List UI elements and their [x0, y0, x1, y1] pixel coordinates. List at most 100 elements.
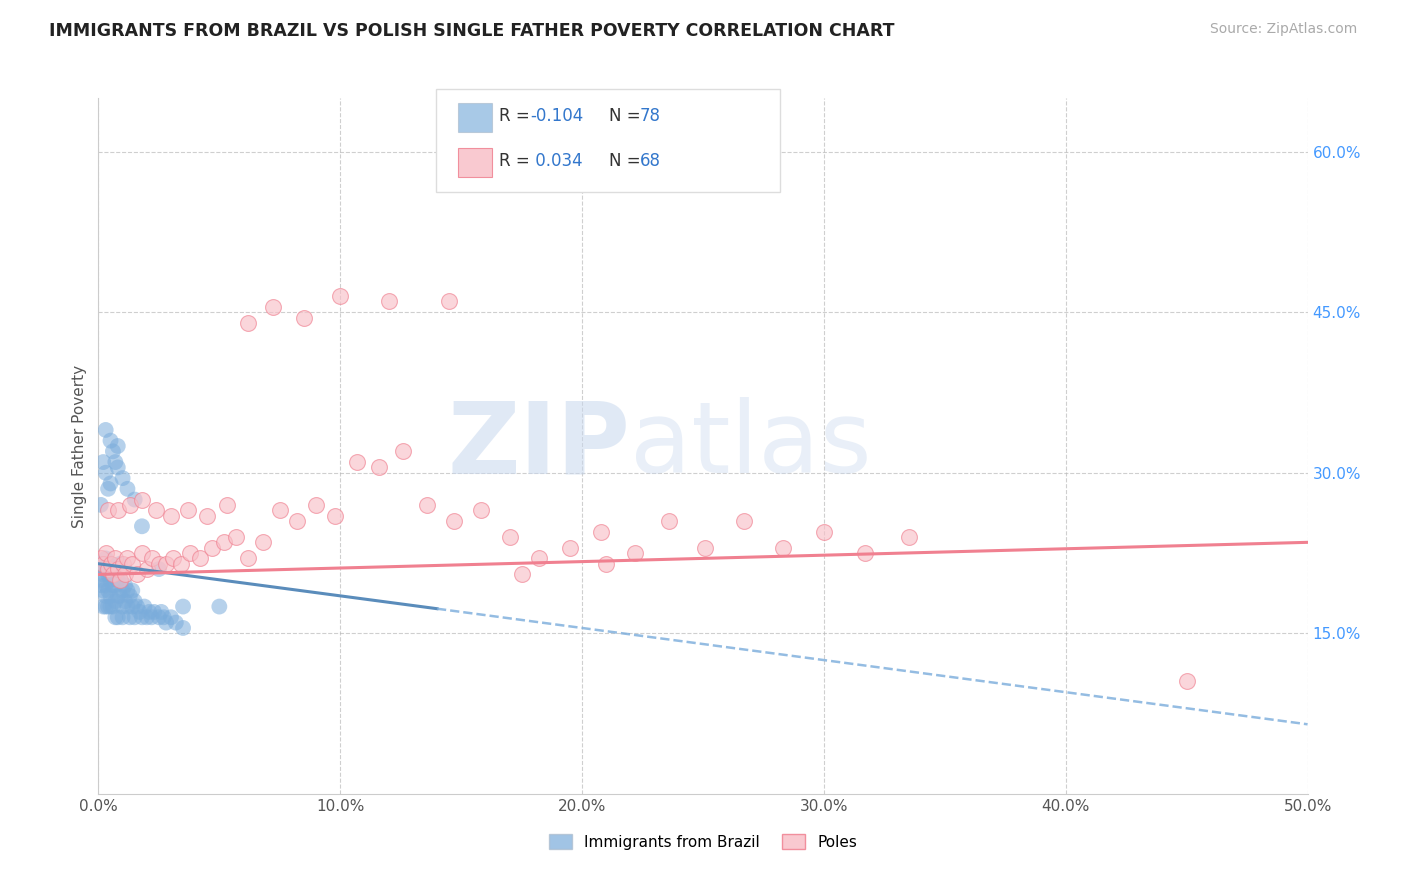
Point [285, 514, 308, 528]
Point [1175, 674, 1198, 689]
Point [94, 546, 117, 560]
Point [100, 557, 122, 571]
Point [97, 482, 120, 496]
Point [160, 610, 183, 624]
Point [160, 508, 183, 523]
Point [443, 514, 465, 528]
Point [104, 610, 127, 624]
Point [117, 599, 139, 614]
Point [121, 599, 143, 614]
Point [155, 557, 177, 571]
Point [91, 599, 114, 614]
Point [91, 557, 114, 571]
Point [179, 546, 201, 560]
Point [152, 610, 174, 624]
Text: -0.104: -0.104 [530, 107, 583, 125]
Point [292, 310, 315, 325]
Point [169, 557, 191, 571]
Text: 68: 68 [640, 152, 661, 169]
Point [162, 551, 184, 566]
Point [90, 578, 112, 592]
Point [138, 605, 160, 619]
Point [225, 530, 247, 544]
Point [101, 578, 124, 592]
Point [124, 594, 146, 608]
Point [94, 589, 117, 603]
Point [91, 455, 114, 469]
Point [853, 546, 876, 560]
Point [101, 599, 124, 614]
Point [498, 530, 520, 544]
Point [416, 498, 439, 512]
Legend: Immigrants from Brazil, Poles: Immigrants from Brazil, Poles [543, 828, 863, 855]
Point [100, 599, 122, 614]
Point [104, 594, 127, 608]
Point [897, 530, 920, 544]
Point [100, 573, 122, 587]
Point [101, 444, 124, 458]
Point [107, 562, 129, 576]
Point [329, 289, 352, 303]
Point [91, 583, 114, 598]
Text: IMMIGRANTS FROM BRAZIL VS POLISH SINGLE FATHER POVERTY CORRELATION CHART: IMMIGRANTS FROM BRAZIL VS POLISH SINGLE … [49, 22, 894, 40]
Point [108, 589, 131, 603]
Point [165, 615, 187, 630]
Point [143, 605, 166, 619]
Point [94, 551, 117, 566]
Point [127, 599, 149, 614]
Point [772, 541, 794, 555]
Point [94, 599, 117, 614]
Point [148, 610, 170, 624]
Point [131, 519, 153, 533]
Point [107, 610, 129, 624]
Point [558, 541, 581, 555]
Point [97, 567, 120, 582]
Point [392, 444, 415, 458]
Point [107, 573, 129, 587]
Point [733, 514, 755, 528]
Point [97, 583, 120, 598]
Point [94, 466, 117, 480]
Point [377, 294, 399, 309]
Point [510, 567, 533, 582]
Point [100, 476, 122, 491]
Point [134, 599, 156, 614]
Point [97, 557, 120, 571]
Point [591, 524, 613, 539]
Point [114, 567, 136, 582]
Point [695, 541, 717, 555]
Point [201, 541, 224, 555]
Point [135, 610, 157, 624]
Point [97, 599, 120, 614]
Point [90, 498, 112, 512]
Point [91, 567, 114, 582]
Point [269, 503, 291, 517]
Point [208, 599, 231, 614]
Text: 0.034: 0.034 [530, 152, 582, 169]
Point [100, 434, 122, 448]
Point [108, 557, 131, 571]
Point [215, 498, 238, 512]
Point [117, 551, 139, 566]
Point [238, 316, 260, 330]
Point [90, 573, 112, 587]
Point [107, 460, 129, 475]
Point [94, 562, 117, 576]
Point [368, 460, 391, 475]
Point [104, 455, 127, 469]
Point [94, 578, 117, 592]
Point [111, 583, 134, 598]
Point [97, 562, 120, 576]
Point [527, 551, 550, 566]
Point [141, 610, 163, 624]
Point [124, 492, 146, 507]
Point [107, 439, 129, 453]
Point [111, 471, 134, 485]
Point [108, 573, 131, 587]
Text: N =: N = [609, 152, 645, 169]
Point [177, 503, 200, 517]
Point [114, 578, 136, 592]
Point [135, 562, 157, 576]
Point [141, 551, 163, 566]
Point [155, 615, 177, 630]
